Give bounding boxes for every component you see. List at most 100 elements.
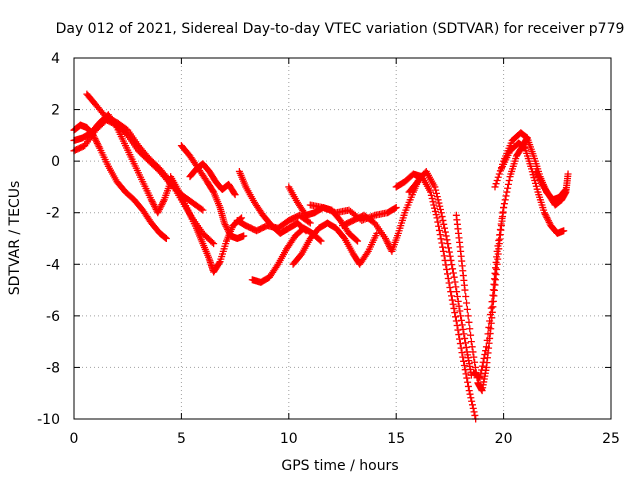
data-point <box>464 378 472 386</box>
data-point <box>460 330 468 338</box>
data-point <box>438 239 446 247</box>
series-arc15 <box>392 170 480 423</box>
data-point <box>505 176 513 184</box>
data-point <box>494 242 502 250</box>
data-point <box>155 207 163 215</box>
data-point <box>463 305 471 313</box>
data-point <box>155 205 163 213</box>
data-point <box>159 199 167 207</box>
data-point <box>469 348 477 356</box>
data-point <box>487 304 495 312</box>
data-point <box>429 198 437 206</box>
data-point <box>462 370 470 378</box>
data-point <box>470 353 478 361</box>
data-point <box>481 351 489 359</box>
data-point <box>470 408 478 416</box>
data-point <box>456 307 464 315</box>
data-point <box>443 265 451 273</box>
data-point <box>151 202 159 210</box>
data-point <box>445 244 453 252</box>
data-point <box>451 309 459 317</box>
data-point <box>198 205 206 213</box>
data-point <box>363 249 371 257</box>
data-point <box>464 382 472 390</box>
series-arc12 <box>289 219 381 268</box>
data-point <box>467 331 475 339</box>
data-point <box>162 235 170 242</box>
data-point <box>453 288 461 296</box>
data-point <box>434 196 442 204</box>
y-tick-label: -4 <box>46 257 60 273</box>
data-point <box>468 343 476 351</box>
data-point <box>449 269 457 277</box>
data-point <box>427 191 435 199</box>
data-point <box>471 358 479 366</box>
data-point <box>560 227 568 235</box>
data-point <box>438 213 446 221</box>
data-point <box>383 238 391 246</box>
data-point <box>457 316 465 324</box>
data-point <box>467 338 475 346</box>
data-point <box>273 262 281 270</box>
axis-ticks: 0 5 10 15 20 25 -10 -8 -6 -4 -2 0 2 4 <box>37 51 620 447</box>
data-point <box>449 300 457 308</box>
data-point <box>484 330 492 338</box>
data-point <box>448 296 456 304</box>
y-tick-label: -8 <box>46 360 60 376</box>
chart-title: Day 012 of 2021, Sidereal Day-to-day VTE… <box>56 21 625 37</box>
series-arc16 <box>405 167 475 379</box>
data-point <box>465 318 473 326</box>
data-point <box>448 292 456 300</box>
data-point <box>540 209 548 217</box>
series-arc7 <box>186 160 239 199</box>
data-point <box>159 197 167 205</box>
data-point <box>460 361 468 369</box>
data-point <box>483 336 491 344</box>
data-point <box>545 218 553 226</box>
data-point <box>462 343 470 351</box>
data-point <box>446 252 454 260</box>
data-point <box>504 184 512 192</box>
y-tick-label: -6 <box>46 309 60 325</box>
data-point <box>532 167 540 175</box>
y-tick-label: 2 <box>51 103 60 119</box>
data-point <box>502 192 510 200</box>
data-point <box>501 196 509 204</box>
data-point <box>95 143 103 151</box>
data-point <box>444 274 452 282</box>
data-point <box>354 237 362 245</box>
data-point <box>452 313 460 321</box>
data-point <box>150 201 158 209</box>
y-tick-label: -10 <box>37 412 60 428</box>
data-point <box>471 363 479 371</box>
data-point <box>468 401 476 409</box>
x-axis-label: GPS time / hours <box>281 458 398 474</box>
data-point <box>478 362 486 370</box>
data-point <box>436 202 444 210</box>
data-point <box>210 240 218 248</box>
data-point <box>432 189 440 197</box>
data-point <box>209 187 217 195</box>
data-point <box>454 297 462 305</box>
data-point <box>495 236 503 244</box>
data-point <box>430 201 438 209</box>
x-tick-label: 10 <box>280 431 298 447</box>
data-point <box>384 239 392 247</box>
data-point <box>432 186 440 194</box>
data-point <box>503 188 511 196</box>
data-point <box>439 243 447 251</box>
data-point <box>230 189 238 197</box>
data-point <box>455 302 463 310</box>
data-point <box>478 366 486 374</box>
data-point <box>149 199 157 207</box>
data-point <box>208 238 216 246</box>
data-point <box>436 231 444 239</box>
data-point <box>492 180 500 188</box>
data-point <box>382 236 390 244</box>
data-point <box>542 212 550 220</box>
data-point <box>352 236 360 244</box>
data-point <box>486 317 494 325</box>
data-point <box>480 354 488 362</box>
data-point <box>458 321 466 329</box>
data-point <box>466 325 474 333</box>
